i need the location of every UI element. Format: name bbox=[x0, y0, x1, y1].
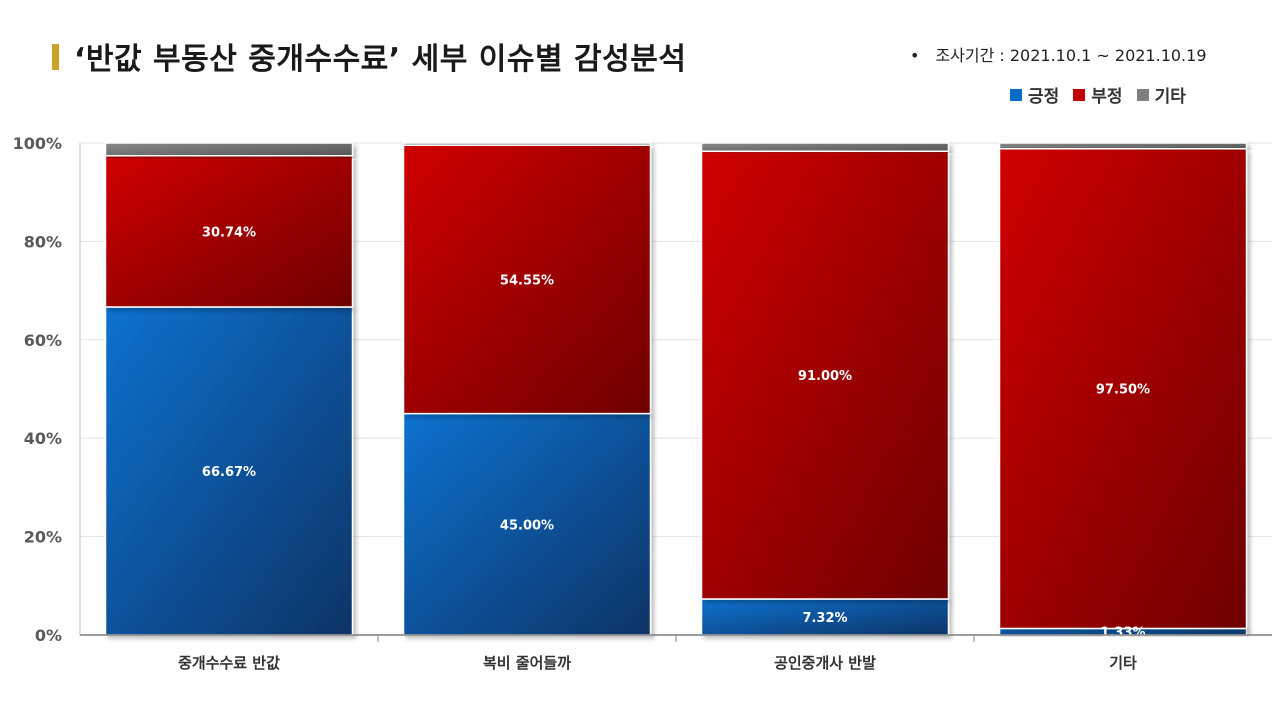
y-tick-label: 60% bbox=[24, 331, 62, 350]
legend-label-negative: 부정 bbox=[1091, 87, 1123, 107]
legend-label-other: 기타 bbox=[1154, 87, 1186, 107]
y-tick-label: 40% bbox=[24, 429, 62, 448]
legend-swatch-other bbox=[1136, 88, 1149, 101]
bar-segment-negative bbox=[402, 144, 652, 415]
data-label-positive: 66.67% bbox=[202, 465, 256, 480]
bar-segment-other bbox=[104, 142, 354, 157]
labels-layer: 66.67% 30.74% 45.00% 54.55% 7.32% 91.00% 1.33%… bbox=[202, 225, 1150, 640]
y-tick-label: 100% bbox=[13, 134, 62, 153]
y-tick-label: 0% bbox=[35, 626, 62, 645]
title-accent-bar bbox=[52, 44, 59, 70]
survey-period-text: 조사기간 : 2021.10.1 ~ 2021.10.19 bbox=[935, 46, 1207, 65]
bar-segment-other bbox=[402, 142, 652, 146]
axis-layer: 0% 20% 40% 60% 80% 100% 중개수수료 반값 복비 줄어들까 공인중개사 반… bbox=[13, 134, 1272, 672]
legend-swatch-negative bbox=[1073, 88, 1086, 101]
data-label-negative: 97.50% bbox=[1096, 383, 1150, 398]
page-title: ‘반값 부동산 중개수수료’ 세부 이슈별 감성분석 bbox=[74, 42, 687, 77]
data-label-positive: 7.32% bbox=[802, 611, 847, 626]
bar-segment-negative bbox=[104, 154, 354, 308]
legend-item-other: 기타 bbox=[1136, 82, 1186, 107]
x-category-label: 중개수수료 반값 bbox=[178, 654, 280, 672]
legend-item-positive: 긍정 bbox=[1010, 82, 1059, 107]
bullet-icon: • bbox=[910, 46, 920, 65]
bar-segment-positive bbox=[402, 412, 652, 636]
y-tick-label: 20% bbox=[24, 528, 62, 547]
y-tick-label: 80% bbox=[24, 232, 62, 251]
x-category-label: 공인중개사 반발 bbox=[774, 654, 876, 672]
x-category-label: 복비 줄어들까 bbox=[483, 654, 571, 672]
x-category-label: 기타 bbox=[1109, 654, 1137, 672]
bar-segment-other bbox=[700, 142, 950, 153]
legend-item-negative: 부정 bbox=[1073, 82, 1123, 107]
data-label-negative: 91.00% bbox=[798, 369, 852, 384]
data-label-negative: 54.55% bbox=[500, 273, 554, 288]
bar-segment-negative bbox=[998, 148, 1248, 630]
bar-segment-other bbox=[998, 142, 1248, 150]
chart-legend: 긍정 부정 기타 bbox=[1010, 82, 1186, 107]
survey-period: • 조사기간 : 2021.10.1 ~ 2021.10.19 bbox=[910, 42, 1207, 66]
legend-swatch-positive bbox=[1010, 88, 1022, 101]
bar-segment-negative bbox=[700, 150, 950, 600]
data-label-negative: 30.74% bbox=[202, 225, 256, 240]
bars-layer bbox=[104, 142, 1248, 636]
legend-label-positive: 긍정 bbox=[1028, 87, 1060, 107]
data-label-positive: 1.33% bbox=[1100, 626, 1145, 641]
data-label-positive: 45.00% bbox=[500, 518, 554, 533]
bar-segment-positive bbox=[700, 598, 950, 636]
